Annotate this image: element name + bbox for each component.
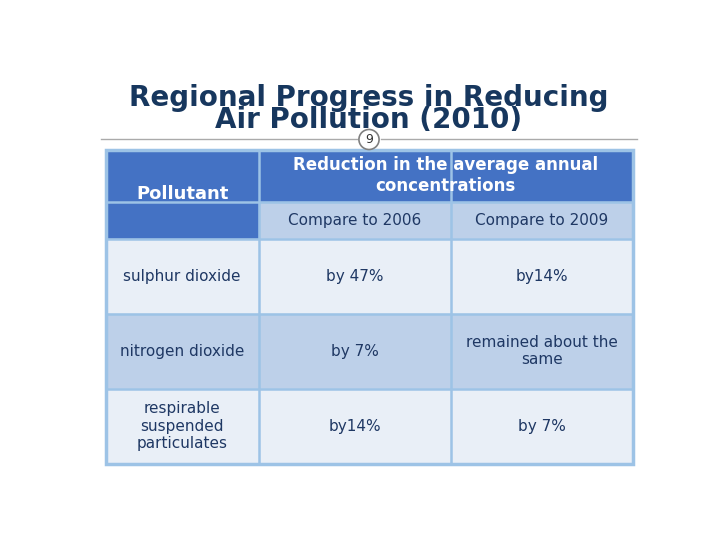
- Text: remained about the
same: remained about the same: [466, 335, 618, 367]
- Circle shape: [359, 130, 379, 150]
- Bar: [106, 314, 259, 389]
- Bar: [259, 150, 632, 202]
- Text: Compare to 2009: Compare to 2009: [475, 213, 608, 228]
- Bar: [259, 202, 451, 239]
- Text: by 47%: by 47%: [326, 269, 384, 284]
- Bar: [451, 239, 632, 314]
- Bar: [106, 150, 632, 464]
- Text: 9: 9: [365, 133, 373, 146]
- Bar: [106, 150, 632, 464]
- Text: Regional Progress in Reducing: Regional Progress in Reducing: [130, 84, 608, 112]
- Text: Compare to 2006: Compare to 2006: [289, 213, 422, 228]
- Bar: [451, 202, 632, 239]
- Bar: [106, 389, 259, 464]
- Text: sulphur dioxide: sulphur dioxide: [123, 269, 241, 284]
- Bar: [259, 239, 451, 314]
- Text: nitrogen dioxide: nitrogen dioxide: [120, 344, 244, 359]
- Bar: [259, 314, 451, 389]
- Bar: [451, 389, 632, 464]
- Text: Pollutant: Pollutant: [136, 185, 228, 203]
- Text: by 7%: by 7%: [331, 344, 379, 359]
- Bar: [451, 314, 632, 389]
- Text: Air Pollution (2010): Air Pollution (2010): [215, 106, 523, 134]
- Text: Reduction in the average annual
concentrations: Reduction in the average annual concentr…: [293, 156, 598, 195]
- Text: by14%: by14%: [516, 269, 568, 284]
- Text: respirable
suspended
particulates: respirable suspended particulates: [137, 401, 228, 451]
- Bar: [259, 389, 451, 464]
- Bar: [106, 150, 259, 239]
- Text: by14%: by14%: [329, 418, 382, 434]
- Bar: [106, 239, 259, 314]
- Text: by 7%: by 7%: [518, 418, 566, 434]
